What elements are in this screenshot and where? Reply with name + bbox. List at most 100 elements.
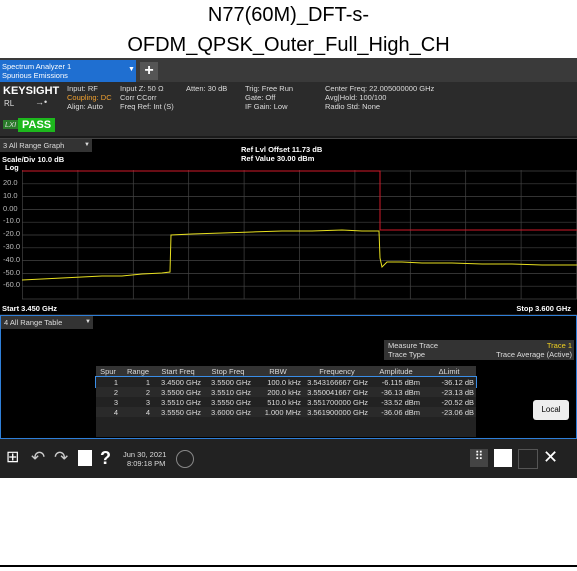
limit-line [22,170,577,231]
brand: KEYSIGHT [3,85,60,97]
trace-info [384,340,574,360]
column-header: Frequency [319,367,355,376]
table-cell: -33.52 dBm [381,398,420,407]
taskbar: ⊞ ↶ ↷ ? Jun 30, 2021 8:09:18 PM ⠿ ✕ [0,439,577,478]
help[interactable]: ? [100,448,111,468]
column-header: Range [126,367,150,376]
file[interactable] [78,450,92,466]
lxi: LXI [3,120,19,129]
window-title: 3 All Range Graph [3,141,65,150]
status: RL [4,99,15,108]
fullscreen[interactable]: ✕ [543,447,559,467]
status: Freq Ref: Int (S) [120,102,174,111]
table-cell: 3.5550 GHz [210,398,251,407]
start-freq: Start 3.450 GHz [2,304,58,313]
touch[interactable] [494,449,512,467]
pass-indicator: PASS [18,118,56,132]
table-cell: -20.52 dB [441,398,474,407]
status: Trig: Free Run [245,84,294,93]
local-button[interactable]: Local [533,400,569,420]
table-row [96,387,476,397]
screenshot: Spectrum Analyzer 1 Spurious Emissions ▼… [0,58,577,478]
window-select[interactable]: 3 All Range Graph ▼ [0,139,92,152]
table-cell: 1 [113,378,118,387]
label: Measure Trace [388,341,439,350]
y-label: -20.0 [3,229,21,239]
table-cell: 3.550041667 GHz [307,388,368,397]
table-cell: 3.5510 GHz [160,398,201,407]
window-select[interactable]: 4 All Range Table ▼ [1,316,93,329]
icon: →• [35,97,48,107]
status: Avg|Hold: 100/100 [325,93,387,102]
arrow: ▼ [84,142,90,148]
table-cell: 4 [113,408,118,417]
title-line: OFDM_QPSK_Outer_Full_High_CH [127,34,450,56]
column-header: Start Freq [161,367,195,376]
label: Trace Type [388,350,426,359]
graph-panel: 3 All Range Graph ▼ Scale/Div 10.0 dB Re… [0,138,577,314]
status: Atten: 30 dB [186,84,228,93]
y-label: -30.0 [3,242,21,251]
table-cell: 3.6000 GHz [210,408,251,417]
rule [0,565,577,567]
redo[interactable]: ↷ [54,448,69,467]
table-cell: 3.5510 GHz [210,388,251,397]
table-cell: -36.06 dBm [381,408,420,417]
status: IF Gain: Low [245,102,288,111]
tab[interactable]: Spectrum Analyzer 1 Spurious Emissions ▼ [0,60,136,82]
table-cell: 3.5500 GHz [160,388,201,397]
column-header: RBW [269,367,287,376]
keypad[interactable]: ⠿ [470,449,488,467]
y-label: 0.00 [3,203,18,213]
y-label: 10.0 [3,190,18,200]
windows[interactable] [518,449,538,469]
plot [22,170,577,300]
table-cell: 3.5500 GHz [210,378,251,387]
table-cell: 1.000 MHz [264,408,301,417]
status: Center Freq: 22.005000000 GHz [325,84,435,93]
table-panel: 4 All Range Table ▼ Measure Trace Trace … [0,315,577,439]
table-cell: 3.551700000 GHz [307,398,368,407]
table-row [96,407,476,417]
status: Input Z: 50 Ω [120,84,164,93]
table-cell: 2 [145,388,150,397]
table-cell: 510.0 kHz [267,398,301,407]
y-label: -10.0 [3,216,21,226]
window-title: 4 All Range Table [4,318,63,327]
table-cell: 3.561900000 GHz [307,408,368,417]
ref-offset: Ref Lvl Offset 11.73 dB [241,145,323,154]
tab-subtitle: Spurious Emissions [2,71,68,80]
table-cell: 200.0 kHz [267,388,301,397]
table-row [96,366,476,376]
status-bar: KEYSIGHT Input: RF Coupling: DC Align: A… [0,82,577,136]
status: Corr CCorr [120,93,157,102]
table-row [96,427,476,437]
tab-title: Spectrum Analyzer 1 [2,62,72,71]
table-cell: 3.5550 GHz [160,408,201,417]
column-header: Stop Freq [211,367,245,376]
table-cell: -23.13 dB [441,388,474,397]
ref-value: Ref Value 30.00 dBm [241,154,315,163]
arrow: ▼ [85,319,91,325]
table-row [95,376,477,388]
add-tab[interactable]: + [140,62,158,80]
chat[interactable] [176,450,194,468]
column-header: ΔLimit [438,367,460,376]
time: 8:09:18 PM [127,459,166,468]
status: Coupling: DC [67,93,112,102]
value: Trace 1 [546,341,572,350]
scale: Scale/Div 10.0 dB [2,155,65,164]
table-cell: -6.115 dBm [381,378,420,387]
date: Jun 30, 2021 [123,450,167,459]
table-row [96,397,476,407]
table-cell: 3 [113,398,118,407]
undo[interactable]: ↶ [31,448,46,467]
table-cell: 3 [145,398,150,407]
table-cell: 3.4500 GHz [160,378,201,387]
start-button[interactable]: ⊞ [6,449,20,466]
y-label: -60.0 [3,280,21,290]
stop-freq: Stop 3.600 GHz [516,304,571,313]
value: Trace Average (Active) [496,350,572,359]
y-label: -40.0 [3,254,21,264]
spur-table: Spur Range Start Freq Stop Freq RBW Frequency… [95,366,477,437]
